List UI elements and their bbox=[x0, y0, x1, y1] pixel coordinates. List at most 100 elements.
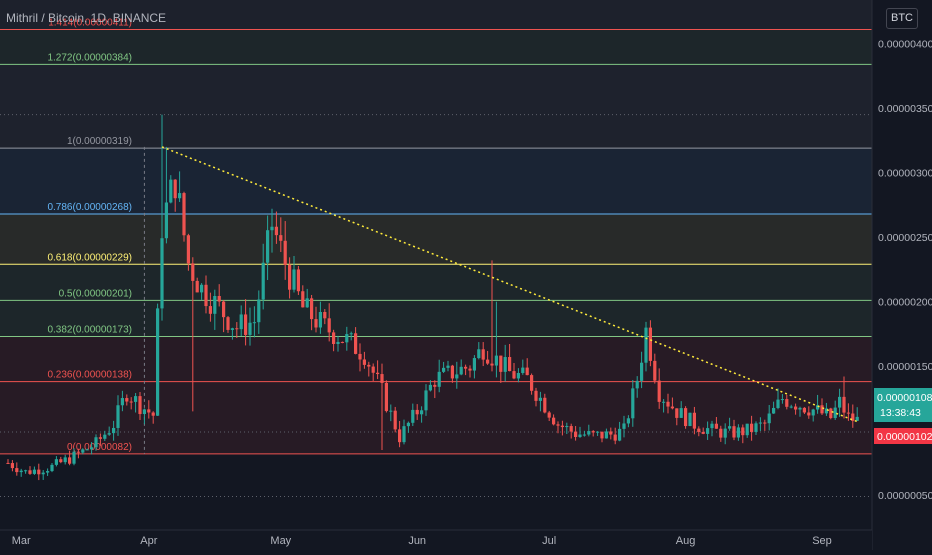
candle-body bbox=[538, 397, 542, 401]
time-tick-label: Sep bbox=[812, 535, 832, 547]
candle-body bbox=[424, 390, 428, 411]
price-tick-label: 0.00000350 bbox=[878, 103, 932, 115]
candle-body bbox=[609, 431, 613, 435]
last-price-value: 0.00000108 bbox=[877, 392, 932, 404]
candle-body bbox=[24, 470, 28, 472]
fib-level-label: 0.382(0.00000173) bbox=[47, 325, 132, 336]
fib-level-label: 0.786(0.00000268) bbox=[47, 202, 132, 213]
candle-body bbox=[521, 367, 525, 374]
candle-body bbox=[833, 407, 837, 419]
last-price-badge bbox=[874, 388, 932, 422]
candle-body bbox=[169, 179, 173, 203]
candle-body bbox=[600, 431, 604, 439]
candle-body bbox=[244, 314, 248, 335]
candle-body bbox=[420, 410, 424, 415]
candle-body bbox=[446, 365, 450, 368]
time-tick-label: Mar bbox=[12, 535, 31, 547]
candle-body bbox=[670, 406, 674, 409]
candle-body bbox=[723, 428, 727, 438]
candle-body bbox=[679, 408, 683, 418]
candle-body bbox=[261, 262, 265, 300]
candle-body bbox=[54, 459, 58, 465]
candle-body bbox=[208, 306, 212, 314]
candle-body bbox=[270, 226, 274, 231]
candle-body bbox=[644, 327, 648, 363]
candle-body bbox=[204, 284, 208, 307]
currency-button[interactable]: BTC bbox=[886, 8, 918, 29]
candle-body bbox=[648, 327, 652, 361]
price-tick-label: 0.00000050 bbox=[878, 490, 932, 502]
candle-body bbox=[565, 426, 569, 428]
candle-body bbox=[103, 434, 107, 439]
candle-body bbox=[28, 470, 32, 474]
time-axis[interactable] bbox=[0, 530, 872, 550]
fib-band bbox=[0, 148, 872, 214]
candle-body bbox=[129, 401, 133, 403]
candle-body bbox=[371, 366, 375, 373]
candle-body bbox=[596, 431, 600, 433]
candle-body bbox=[789, 406, 793, 408]
candle-body bbox=[503, 357, 507, 372]
candle-body bbox=[345, 334, 349, 343]
candle-body bbox=[556, 424, 560, 426]
fib-band bbox=[0, 336, 872, 382]
candle-body bbox=[468, 368, 472, 371]
candle-body bbox=[354, 333, 358, 354]
candle-body bbox=[68, 457, 72, 464]
candle-body bbox=[455, 374, 459, 379]
candle-body bbox=[508, 357, 512, 372]
fib-level-label: 0.236(0.00000138) bbox=[47, 370, 132, 381]
candle-body bbox=[301, 291, 305, 308]
price-axis[interactable] bbox=[872, 0, 932, 550]
candle-body bbox=[235, 328, 239, 330]
candle-body bbox=[798, 407, 802, 410]
candle-body bbox=[785, 399, 789, 407]
candle-body bbox=[252, 322, 256, 324]
candle-body bbox=[120, 398, 124, 406]
candle-body bbox=[362, 359, 366, 365]
candle-body bbox=[750, 423, 754, 432]
fib-level-label: 1.414(0.00000411) bbox=[48, 18, 132, 29]
candle-body bbox=[846, 412, 850, 414]
candle-body bbox=[807, 412, 811, 416]
fib-band bbox=[0, 29, 872, 65]
candle-body bbox=[587, 431, 591, 435]
candle-body bbox=[618, 428, 622, 441]
candle-body bbox=[248, 322, 252, 335]
candle-body bbox=[855, 416, 859, 421]
candle-body bbox=[292, 269, 296, 290]
candle-body bbox=[662, 401, 666, 403]
candle-body bbox=[380, 374, 384, 383]
candle-body bbox=[310, 298, 314, 320]
candle-body bbox=[763, 422, 767, 424]
candle-body bbox=[81, 449, 85, 453]
candle-body bbox=[389, 410, 393, 412]
fib-level-label: 0(0.00000082) bbox=[67, 442, 132, 453]
low-mark-badge bbox=[874, 428, 932, 444]
candle-body bbox=[534, 390, 538, 401]
candle-body bbox=[398, 429, 402, 443]
candle-body bbox=[314, 319, 318, 328]
candle-body bbox=[741, 427, 745, 436]
candle-body bbox=[358, 353, 362, 360]
candle-body bbox=[838, 396, 842, 408]
candle-body bbox=[714, 423, 718, 429]
candle-body bbox=[384, 382, 388, 412]
candle-body bbox=[279, 235, 283, 241]
fib-level-label: 1(0.00000319) bbox=[67, 136, 132, 147]
candle-body bbox=[340, 341, 344, 343]
candle-body bbox=[666, 401, 670, 407]
candle-body bbox=[428, 384, 432, 391]
candle-body bbox=[85, 449, 89, 451]
candle-body bbox=[442, 367, 446, 372]
candle-body bbox=[239, 314, 243, 330]
candle-body bbox=[525, 367, 529, 376]
candle-body bbox=[472, 358, 476, 371]
candle-body bbox=[758, 422, 762, 424]
fib-level-label: 0.5(0.00000201) bbox=[59, 288, 132, 299]
candle-body bbox=[710, 423, 714, 429]
price-tick-label: 0.00000400 bbox=[878, 39, 932, 51]
candle-body bbox=[512, 371, 516, 379]
